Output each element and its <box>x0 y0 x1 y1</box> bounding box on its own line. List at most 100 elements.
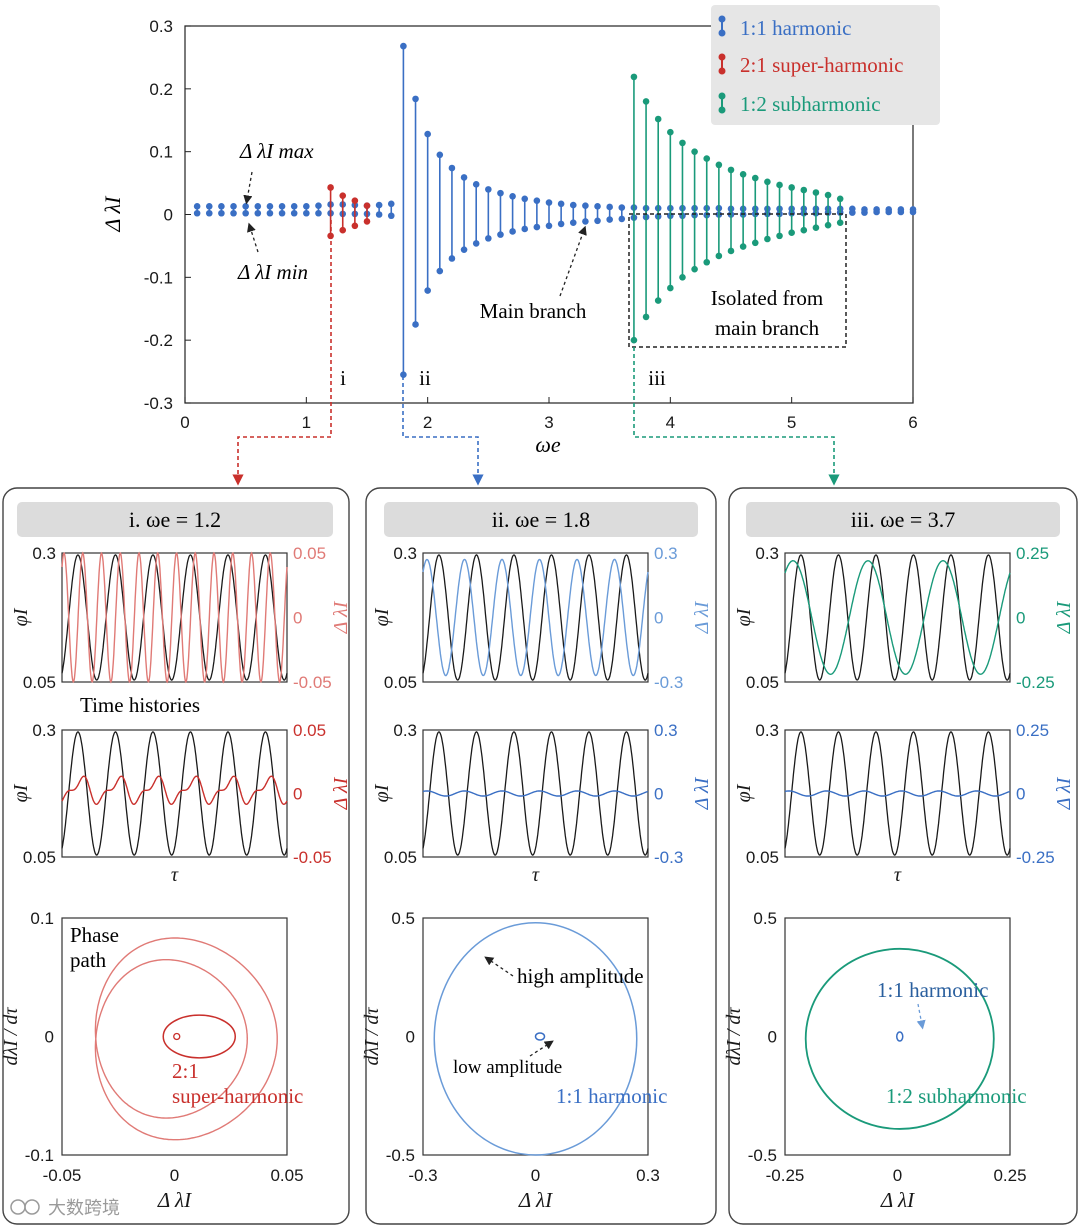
high-amplitude-arrow <box>484 956 514 977</box>
stem-max-point <box>642 98 650 105</box>
stem-min-point <box>387 212 395 220</box>
stem-min-point <box>412 321 419 328</box>
right-tick-label: 0 <box>293 609 302 628</box>
stem-max-point <box>448 164 456 172</box>
stem-min-point <box>751 239 759 247</box>
time-history-frame <box>422 552 649 683</box>
phase-y-tick: 0.1 <box>30 909 54 928</box>
time-history-plot: 0.3 0.05 0.3 0 -0.3 φI Δ λI τ <box>371 721 713 886</box>
stem-max-point <box>776 181 783 189</box>
stem-max-point <box>193 203 201 210</box>
y-tick-label: -0.3 <box>144 394 173 413</box>
phi-curve <box>784 554 1011 681</box>
phase-plot: -0.05 0 0.05 0.1 0 -0.1 Δ λI dλI / dτ <box>0 909 304 1212</box>
lambda-curve <box>61 551 288 684</box>
time-history-frame <box>61 552 288 683</box>
left-tick-label: 0.05 <box>23 848 56 867</box>
stem-min-point <box>230 209 237 217</box>
stem-max-point <box>339 192 347 199</box>
x-tick-label: 2 <box>423 413 432 432</box>
inner-harmonic-label: 1:1 harmonic <box>877 978 988 1002</box>
stem-max-point <box>290 203 298 210</box>
stem-max-point <box>606 203 613 211</box>
max-label: Δ λI max <box>239 139 314 163</box>
left-tick-label: 0.05 <box>23 673 56 692</box>
right-tick-label: -0.05 <box>293 848 332 867</box>
connector-iii <box>633 347 840 486</box>
stem-max-point <box>230 203 237 210</box>
stem-max-point <box>630 73 638 81</box>
phase-x-label: Δ λI <box>157 1188 192 1212</box>
stem-min-point <box>497 231 504 238</box>
stem-min-point <box>254 209 262 217</box>
legend-box <box>711 5 940 125</box>
time-histories-label: Time histories <box>80 693 200 717</box>
stem-max-point <box>400 42 407 50</box>
bifurcation-xlabel: ωe <box>535 432 561 457</box>
phase-x-label: Δ λI <box>880 1188 915 1212</box>
phase-y-tick: -0.5 <box>748 1146 777 1165</box>
stem-max-point <box>363 202 371 210</box>
right-tick-label: 0 <box>1016 609 1025 628</box>
stem-min-point <box>363 218 371 225</box>
time-history-plot: 0.3 0.05 0.3 0 -0.3 φI Δ λI <box>371 544 713 692</box>
phi-axis-label: φI <box>10 607 32 626</box>
x-tick-label: 5 <box>787 413 796 432</box>
stem-max-point <box>618 204 626 211</box>
stem-min-point <box>582 218 589 225</box>
phi-curve <box>422 731 649 856</box>
stem-min-point <box>630 336 638 344</box>
tau-axis-label: τ <box>171 864 179 886</box>
watermark-text: 大数跨境 <box>48 1198 120 1219</box>
main-branch-label: Main branch <box>480 299 587 323</box>
stem-min-point <box>836 219 844 226</box>
stem-min-point <box>521 225 529 233</box>
stem-min-point <box>278 209 286 217</box>
panel-iii-frame <box>728 487 1078 1225</box>
right-tick-label: -0.3 <box>654 848 683 867</box>
right-tick-label: -0.05 <box>293 673 332 692</box>
panel-2-plots: 0.3 0.05 0.3 0 -0.3 φI Δ λI 0.3 0.05 0.3 0 -0.3 φI Δ … <box>361 544 713 1212</box>
stem-max-point <box>703 155 711 162</box>
left-tick-label: 0.3 <box>393 721 417 740</box>
stem-min-point <box>812 224 820 231</box>
time-history-frame <box>784 729 1011 858</box>
legend-subharmonic-marker <box>718 92 726 114</box>
stem-min-point <box>375 211 383 218</box>
harmonic-orbit-low <box>534 1032 546 1041</box>
phi-curve <box>422 554 649 681</box>
stem-min-point <box>242 209 249 217</box>
lambda-curve <box>61 775 288 806</box>
stem-min-point <box>205 209 213 217</box>
subharmonic-orbit <box>804 947 995 1130</box>
stem-max-point <box>509 192 516 200</box>
phase-y-tick: 0 <box>768 1028 777 1047</box>
phase-x-tick: -0.05 <box>43 1166 82 1185</box>
watermark: 大数跨境 <box>10 1198 120 1219</box>
panel-ii-frame <box>365 487 717 1225</box>
stem-max-point <box>266 203 274 210</box>
phase-x-label: Δ λI <box>518 1188 553 1212</box>
stem-max-point <box>800 186 808 194</box>
legend-subharmonic: 1:2 subharmonic <box>740 92 881 116</box>
phase-y-tick: 0 <box>45 1028 54 1047</box>
marker-ii: ii <box>419 366 431 390</box>
left-tick-label: 0.3 <box>393 544 417 563</box>
dlambda-axis-label: Δ λI <box>691 776 713 810</box>
right-tick-label: 0 <box>654 785 663 804</box>
bifurcation-chart: 0 1 2 3 4 5 6 0.3 0.2 0.1 0 -0.1 -0.2 -0.3 ωe Δ λI Δ … <box>100 5 940 486</box>
stem-min-point <box>557 220 565 228</box>
phase-x-tick: 0.25 <box>993 1166 1026 1185</box>
stem-max-point <box>691 148 698 155</box>
stem-max-point <box>315 202 322 210</box>
stem-min-point <box>642 313 650 321</box>
stem-max-point <box>751 174 759 182</box>
stem-min-point <box>545 222 553 230</box>
super-orbit-label-1: 2:1 <box>172 1059 199 1083</box>
phase-y-tick: 0.5 <box>753 909 777 928</box>
stem-max-point <box>727 166 735 174</box>
phi-curve <box>61 731 288 856</box>
left-tick-label: 0.05 <box>746 673 779 692</box>
